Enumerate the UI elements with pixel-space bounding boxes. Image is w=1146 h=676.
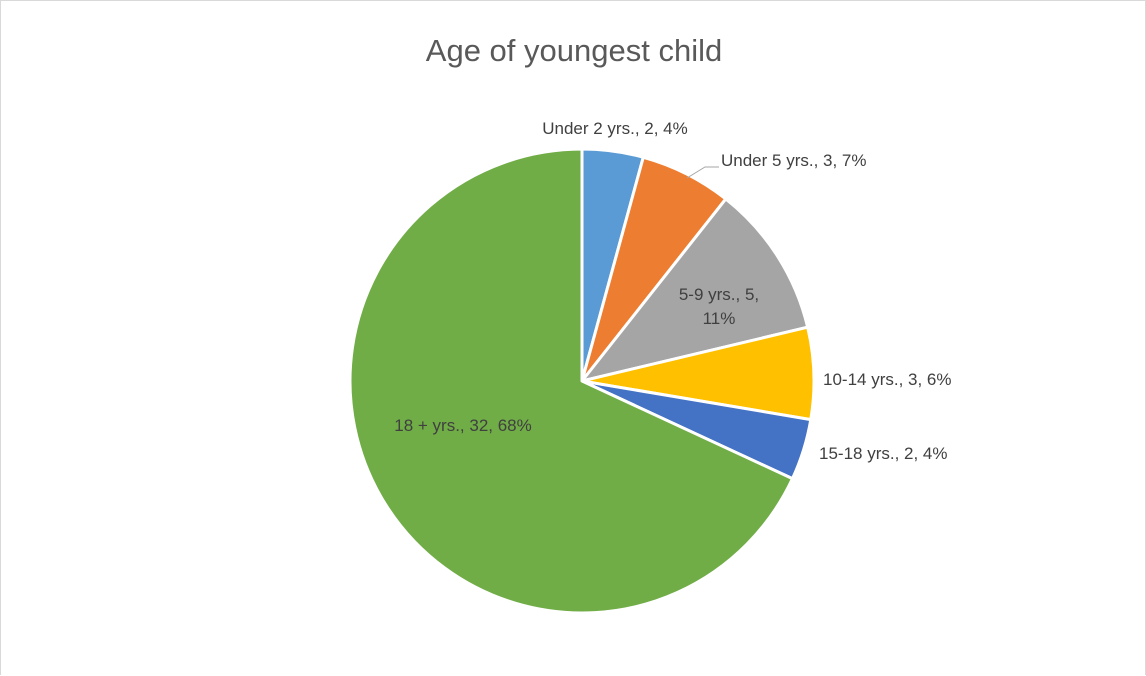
leader-line-under-5-yrs (686, 166, 719, 179)
data-label-18-yrs: 18 + yrs., 32, 68% (394, 416, 532, 435)
data-label-15-18-yrs: 15-18 yrs., 2, 4% (819, 444, 948, 463)
data-label-10-14-yrs: 10-14 yrs., 3, 6% (823, 370, 952, 389)
pie-slice-18-yrs (348, 147, 794, 615)
leader-lines (686, 166, 719, 179)
data-label-5-9-yrs: 5-9 yrs., 5, 11% (679, 285, 759, 328)
pie-slices (348, 147, 816, 615)
data-labels: Under 2 yrs., 2, 4% Under 5 yrs., 3, 7% 5-… (394, 119, 951, 463)
chart-title: Age of youngest child (425, 33, 723, 68)
data-label-line: 11% (703, 309, 736, 328)
pie-slice-5-9-yrs (580, 197, 810, 383)
data-label-line: 15-18 yrs., 2, 4% (819, 444, 948, 463)
data-label-line: 10-14 yrs., 3, 6% (823, 370, 952, 389)
data-label-under-2-yrs: Under 2 yrs., 2, 4% (542, 119, 688, 138)
data-label-under-5-yrs: Under 5 yrs., 3, 7% (721, 151, 867, 170)
data-label-line: 5-9 yrs., 5, (679, 285, 759, 304)
data-label-line: Under 2 yrs., 2, 4% (542, 119, 688, 138)
data-label-line: Under 5 yrs., 3, 7% (721, 151, 867, 170)
data-label-line: 18 + yrs., 32, 68% (394, 416, 532, 435)
